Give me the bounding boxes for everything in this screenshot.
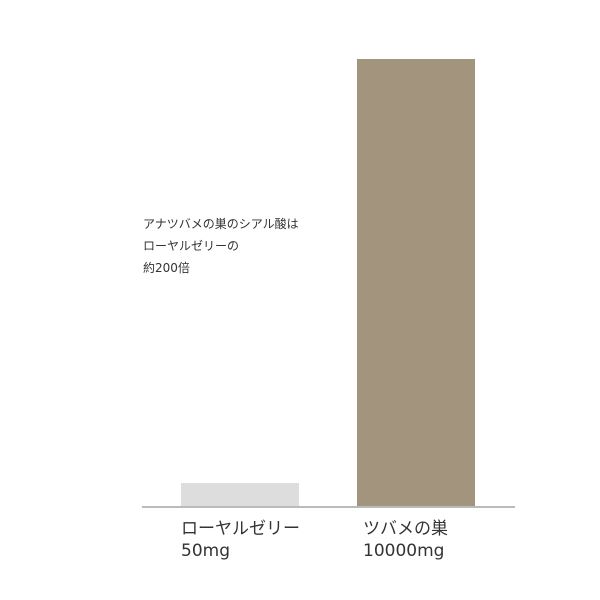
category-name-bird-nest: ツバメの巣 <box>363 519 448 539</box>
value-label-royal-jelly: 50mg <box>181 541 230 561</box>
chart-annotation: アナツバメの巣のシアル酸は ローヤルゼリーの 約200倍 <box>143 213 299 279</box>
category-label-royal-jelly: ローヤルゼリー 50mg <box>181 518 300 562</box>
value-label-bird-nest: 10000mg <box>363 541 445 561</box>
category-name-royal-jelly: ローヤルゼリー <box>181 519 300 539</box>
category-label-bird-nest: ツバメの巣 10000mg <box>363 518 448 562</box>
annotation-line-2: ローヤルゼリーの <box>143 239 240 253</box>
annotation-line-3: 約200倍 <box>143 261 190 275</box>
annotation-line-1: アナツバメの巣のシアル酸は <box>143 217 299 231</box>
bar-bird-nest <box>357 59 475 507</box>
bar-royal-jelly <box>181 483 299 507</box>
bar-group <box>181 59 475 507</box>
